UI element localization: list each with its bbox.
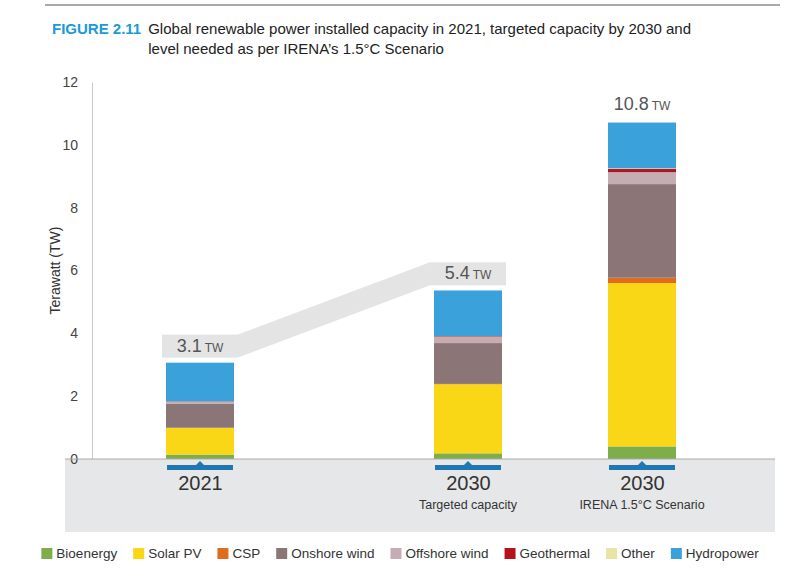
total-label: 5.4TW — [445, 263, 492, 283]
legend-item: CSP — [217, 546, 260, 561]
y-tick-label: 8 — [70, 200, 78, 216]
y-tick: 8 — [70, 200, 92, 216]
y-tick-label: 4 — [70, 325, 78, 341]
legend-label: Bioenergy — [56, 546, 117, 561]
x-tick-label: 2030 — [620, 472, 665, 494]
category-marker-notch — [196, 461, 204, 465]
baseline-panel — [65, 459, 775, 532]
y-tick: 2 — [70, 388, 92, 404]
title: Global renewable power installed capacit… — [148, 20, 691, 57]
legend-label: Hydropower — [686, 546, 759, 561]
category-marker — [435, 465, 501, 470]
x-tick-label: 2021 — [178, 472, 223, 494]
legend-swatch — [671, 548, 682, 559]
series-group — [166, 184, 676, 428]
legend-swatch — [505, 548, 516, 559]
series-group — [166, 446, 676, 459]
y-tick-label: 12 — [62, 74, 78, 90]
x-tick: 2021 — [178, 472, 223, 494]
total-label: 3.1TW — [177, 336, 224, 356]
category-sublabel: IRENA 1.5°C Scenario — [579, 498, 704, 512]
legend-item: Bioenergy — [41, 546, 117, 561]
legend-item: Offshore wind — [391, 546, 489, 561]
bar-segment — [608, 184, 676, 278]
x-axis: 2021 2030 2030 — [178, 472, 665, 494]
y-axis-line — [92, 83, 93, 460]
legend-item: Solar PV — [133, 546, 201, 561]
series-group — [166, 278, 676, 428]
y-tick: 4 — [70, 325, 92, 341]
figure-label: FIGURE 2.11 — [52, 20, 141, 37]
category-marker — [167, 465, 233, 470]
x-tick-label: 2030 — [446, 472, 491, 494]
x-tick: 2030 — [620, 472, 665, 494]
total-label: 10.8TW — [614, 94, 671, 114]
chart: FIGURE 2.11 Global renewable power instal… — [0, 0, 800, 578]
y-tick-label: 10 — [62, 137, 78, 153]
legend-swatch — [606, 548, 617, 559]
legend-label: Solar PV — [148, 546, 201, 561]
bars — [166, 123, 676, 459]
total-band — [238, 262, 430, 357]
legend-label: CSP — [232, 546, 260, 561]
bar-segment — [434, 453, 502, 459]
legend-item: Hydropower — [671, 546, 759, 561]
legend-label: Offshore wind — [406, 546, 489, 561]
legend-swatch — [217, 548, 228, 559]
bar-segment — [434, 343, 502, 384]
bar-segment — [608, 169, 676, 172]
bar-segment — [608, 283, 676, 446]
total-box — [430, 262, 506, 285]
legend-item: Onshore wind — [276, 546, 374, 561]
y-axis: 024681012 — [62, 74, 92, 467]
category-marker — [609, 465, 675, 470]
legend-item: Other — [606, 546, 655, 561]
top-rule — [45, 5, 780, 6]
series-group — [166, 168, 676, 401]
bar-segment — [608, 123, 676, 169]
category-sublabel: Targeted capacity — [419, 498, 518, 512]
legend: Bioenergy Solar PV CSP Onshore wind Offshore… — [41, 546, 759, 561]
y-tick: 10 — [62, 137, 92, 153]
legend-swatch — [391, 548, 402, 559]
legend-swatch — [133, 548, 144, 559]
y-tick-label: 2 — [70, 388, 78, 404]
legend-label: Other — [621, 546, 655, 561]
bar-segment — [434, 290, 502, 336]
series-group — [166, 123, 676, 402]
y-axis-title: Terawatt (TW) — [47, 227, 63, 315]
total-box — [162, 335, 238, 358]
series-group — [166, 169, 676, 402]
bar-segment — [608, 278, 676, 283]
category-marker-notch — [638, 461, 646, 465]
bar-segment — [166, 363, 234, 402]
legend-swatch — [276, 548, 287, 559]
y-tick-label: 6 — [70, 262, 78, 278]
bar-segment — [166, 428, 234, 455]
baseline — [65, 459, 775, 460]
legend-label: Geothermal — [520, 546, 591, 561]
bar-segment — [608, 446, 676, 459]
bar-segment — [608, 172, 676, 184]
series-group — [166, 283, 676, 455]
legend-item: Geothermal — [505, 546, 591, 561]
bar-segment — [434, 337, 502, 343]
y-tick: 12 — [62, 74, 92, 90]
y-tick: 6 — [70, 262, 92, 278]
category-marker-notch — [464, 461, 472, 465]
legend-swatch — [41, 548, 52, 559]
x-tick: 2030 — [446, 472, 491, 494]
legend-label: Onshore wind — [291, 546, 374, 561]
bar-segment — [166, 402, 234, 404]
bar-segment — [166, 404, 234, 428]
series-group — [166, 172, 676, 403]
bar-segment — [434, 384, 502, 453]
bar-segment — [166, 455, 234, 459]
